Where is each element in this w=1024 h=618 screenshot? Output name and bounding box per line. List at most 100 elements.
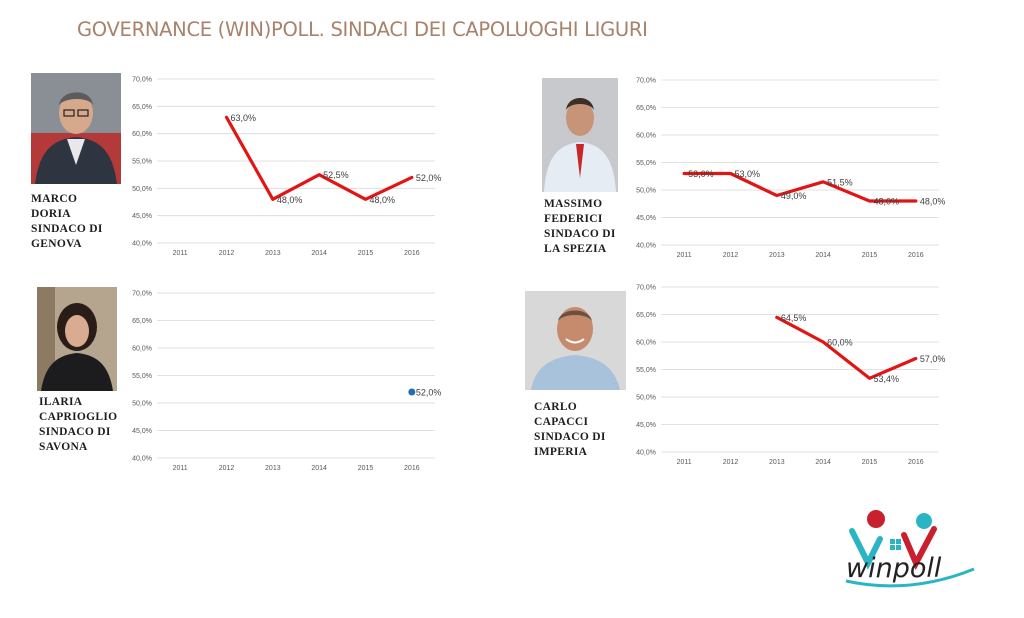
logo-text: winpoll <box>846 553 942 584</box>
data-label: 53,4% <box>874 374 900 384</box>
caption-line: CAPRIOGLIO <box>39 411 118 423</box>
x-tick-label: 2015 <box>358 465 374 472</box>
x-tick-label: 2013 <box>265 465 281 472</box>
y-tick-label: 60,0% <box>132 346 152 353</box>
caption-line: ILARIA <box>39 396 83 408</box>
x-tick-label: 2015 <box>862 252 878 259</box>
caption-genova: MARCO DORIA SINDACO DI GENOVA <box>31 192 103 252</box>
caption-line: DORIA <box>31 208 71 220</box>
x-tick-label: 2013 <box>769 459 785 466</box>
data-label: 48,0% <box>370 195 396 205</box>
x-tick-label: 2016 <box>908 459 924 466</box>
portrait-imperia <box>525 291 626 390</box>
data-label: 48,0% <box>277 195 303 205</box>
caption-line: SINDACO DI <box>544 228 616 240</box>
data-label: 60,0% <box>827 338 853 348</box>
caption-line: SINDACO DI <box>31 223 103 235</box>
x-tick-label: 2016 <box>908 252 924 259</box>
logo-teal-dot-icon <box>916 513 932 529</box>
portrait-man-glasses-icon <box>31 73 121 184</box>
caption-imperia: CARLO CAPACCI SINDACO DI IMPERIA <box>534 400 606 460</box>
data-label: 49,0% <box>781 191 807 201</box>
y-tick-label: 65,0% <box>132 318 152 325</box>
y-tick-label: 40,0% <box>132 456 152 463</box>
x-tick-label: 2012 <box>723 459 739 466</box>
caption-spezia: MASSIMO FEDERICI SINDACO DI LA SPEZIA <box>544 197 616 257</box>
data-label: 64,5% <box>781 313 807 323</box>
y-tick-label: 45,0% <box>636 215 656 222</box>
data-label: 48,0% <box>920 197 946 207</box>
data-label: 52,0% <box>416 173 442 183</box>
x-tick-label: 2012 <box>723 252 739 259</box>
y-tick-label: 55,0% <box>132 159 152 166</box>
caption-line: SAVONA <box>39 441 88 453</box>
data-label: 63,0% <box>231 113 257 123</box>
y-tick-label: 70,0% <box>132 291 152 298</box>
x-tick-label: 2016 <box>404 250 420 257</box>
x-tick-label: 2014 <box>815 252 831 259</box>
x-tick-label: 2013 <box>265 250 281 257</box>
x-tick-label: 2012 <box>219 250 235 257</box>
caption-line: LA SPEZIA <box>544 243 607 255</box>
x-tick-label: 2015 <box>862 459 878 466</box>
x-tick-label: 2016 <box>404 465 420 472</box>
caption-line: SINDACO DI <box>534 431 606 443</box>
caption-line: MASSIMO <box>544 198 603 210</box>
portrait-man-smiling-icon <box>525 291 626 390</box>
caption-savona: ILARIA CAPRIOGLIO SINDACO DI SAVONA <box>39 395 117 455</box>
y-tick-label: 65,0% <box>132 104 152 111</box>
y-tick-label: 40,0% <box>636 450 656 457</box>
logo-swoosh-icon <box>845 567 975 588</box>
y-tick-label: 60,0% <box>636 133 656 140</box>
data-label: 52,5% <box>323 170 349 180</box>
x-tick-label: 2013 <box>769 252 785 259</box>
y-tick-label: 55,0% <box>132 373 152 380</box>
y-tick-label: 40,0% <box>636 243 656 250</box>
y-tick-label: 40,0% <box>132 241 152 248</box>
portrait-spezia <box>542 78 618 192</box>
data-label: 52,0% <box>416 388 442 398</box>
x-tick-label: 2011 <box>677 459 692 466</box>
portrait-man-red-tie-icon <box>542 78 618 192</box>
portrait-woman-curly-hair-icon <box>37 287 117 391</box>
portrait-genova <box>31 73 121 184</box>
y-tick-label: 70,0% <box>636 285 656 292</box>
data-label: 53,0% <box>735 169 761 179</box>
x-tick-label: 2015 <box>358 250 374 257</box>
y-tick-label: 50,0% <box>132 401 152 408</box>
y-tick-label: 45,0% <box>132 428 152 435</box>
data-point <box>408 388 416 396</box>
y-tick-label: 55,0% <box>636 160 656 167</box>
caption-line: FEDERICI <box>544 213 603 225</box>
y-tick-label: 50,0% <box>636 188 656 195</box>
x-tick-label: 2014 <box>311 250 327 257</box>
y-tick-label: 50,0% <box>132 186 152 193</box>
caption-line: SINDACO DI <box>39 426 111 438</box>
winpoll-logo: winpoll <box>845 510 975 588</box>
y-tick-label: 45,0% <box>636 422 656 429</box>
y-tick-label: 50,0% <box>636 395 656 402</box>
logo-red-figure-icon <box>901 526 937 570</box>
x-tick-label: 2014 <box>815 459 831 466</box>
data-label: 57,0% <box>920 354 946 364</box>
x-tick-label: 2012 <box>219 465 235 472</box>
y-tick-label: 60,0% <box>636 340 656 347</box>
portrait-savona <box>37 287 117 391</box>
data-label: 51,5% <box>827 177 853 187</box>
y-tick-label: 70,0% <box>132 77 152 84</box>
y-tick-label: 65,0% <box>636 105 656 112</box>
caption-line: IMPERIA <box>534 446 588 458</box>
x-tick-label: 2011 <box>677 252 692 259</box>
x-tick-label: 2011 <box>173 250 188 257</box>
y-tick-label: 45,0% <box>132 213 152 220</box>
x-tick-label: 2011 <box>173 465 188 472</box>
series-line <box>224 115 414 201</box>
series-line <box>682 171 918 203</box>
y-tick-label: 60,0% <box>132 131 152 138</box>
y-tick-label: 55,0% <box>636 367 656 374</box>
data-label: 48,0% <box>874 197 900 207</box>
